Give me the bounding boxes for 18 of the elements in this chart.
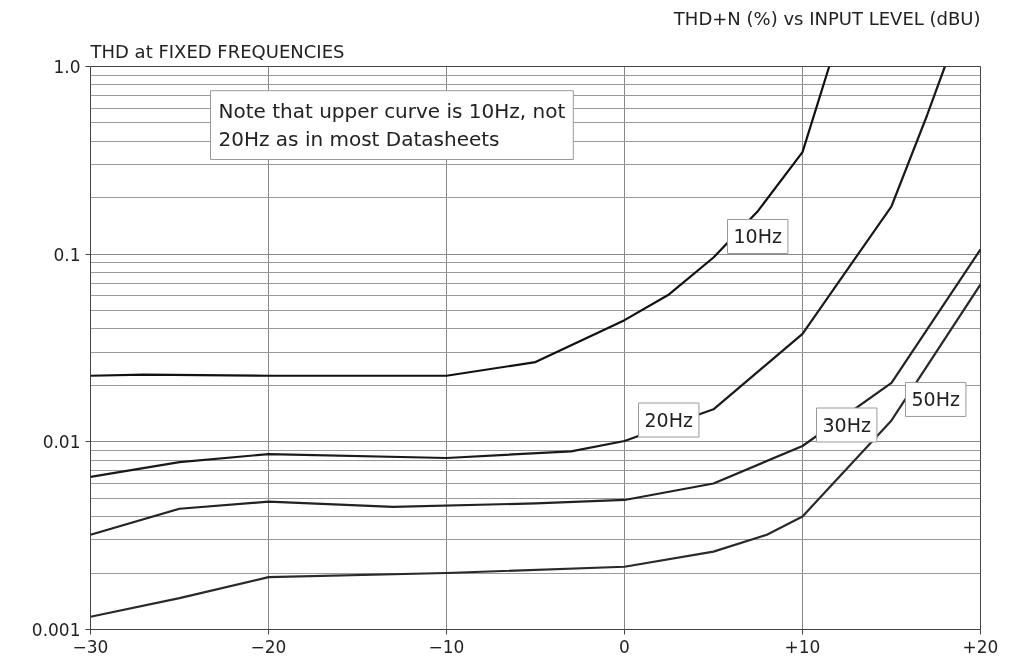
y-tick-label: 0.01: [42, 432, 81, 453]
x-tick-label: +10: [784, 636, 821, 657]
annotation: 10Hz: [733, 225, 782, 248]
x-tick-label: −20: [250, 636, 287, 657]
annotation: 20Hz: [644, 409, 693, 432]
x-tick-label: +20: [962, 636, 999, 657]
x-tick-label: −10: [428, 636, 465, 657]
line-series: [90, 248, 981, 536]
chart-subtitle: THD+N (%) vs INPUT LEVEL (dBU): [672, 7, 981, 29]
annotation: 50Hz: [911, 388, 960, 411]
annotation: 30Hz: [822, 414, 871, 437]
y-tick-label: 1.0: [53, 57, 81, 77]
chart-title: THD at FIXED FREQUENCIES: [89, 40, 345, 62]
x-tick-label: 0: [619, 636, 630, 657]
annotation: Note that upper curve is 10Hz, not 20Hz as in most Datasheets: [218, 98, 566, 152]
y-tick-label: 0.1: [53, 244, 81, 265]
line-series: [90, 283, 981, 618]
line-series: [90, 66, 831, 377]
